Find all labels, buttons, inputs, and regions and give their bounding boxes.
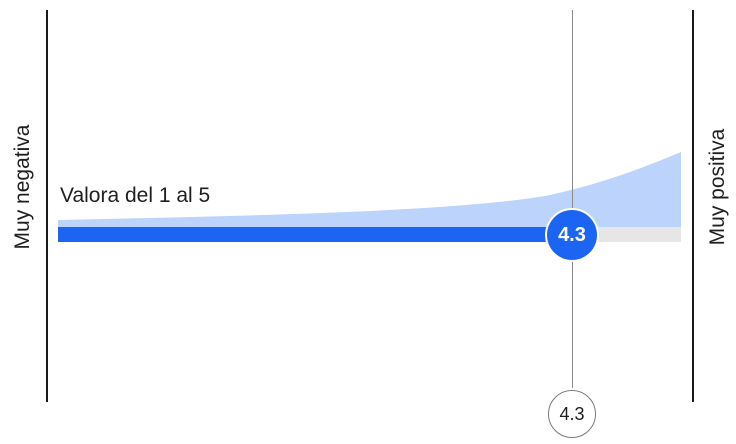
- left-boundary-line: [46, 10, 48, 402]
- distribution-area: [58, 152, 681, 227]
- slider-thumb[interactable]: 4.3: [546, 210, 597, 260]
- right-boundary-line: [692, 10, 694, 402]
- track-fill[interactable]: [58, 227, 572, 242]
- value-readout-badge: 4.3: [547, 390, 596, 438]
- value-guide-line: [571, 10, 573, 388]
- rating-prompt: Valora del 1 al 5: [60, 184, 211, 207]
